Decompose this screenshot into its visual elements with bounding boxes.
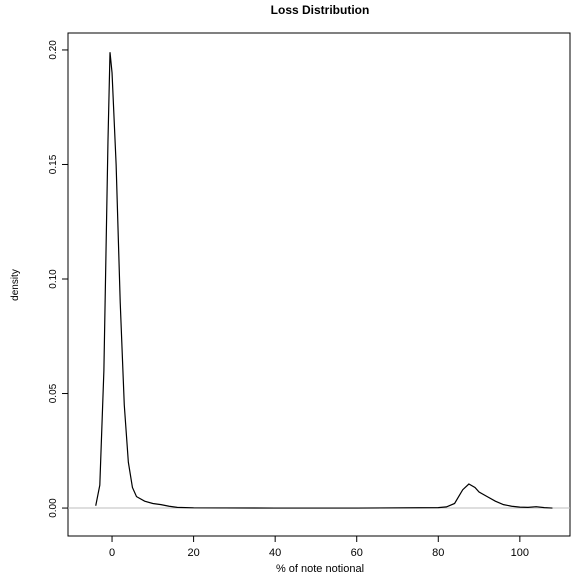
x-axis-label: % of note notional — [276, 563, 364, 575]
x-tick-label: 40 — [269, 547, 281, 559]
y-tick-label: 0.15 — [48, 154, 59, 174]
x-tick-label: 80 — [432, 547, 444, 559]
x-tick-label: 60 — [351, 547, 363, 559]
x-tick-label: 0 — [109, 547, 115, 559]
y-tick-label: 0.10 — [48, 269, 59, 289]
y-tick-label: 0.05 — [48, 383, 59, 403]
y-axis-label: density — [10, 269, 21, 301]
y-tick-label: 0.00 — [48, 498, 59, 518]
x-tick-label: 20 — [187, 547, 199, 559]
chart-title: Loss Distribution — [271, 3, 370, 17]
x-tick-label: 100 — [511, 547, 529, 559]
density-line — [95, 52, 553, 509]
y-tick-label: 0.20 — [48, 40, 59, 60]
plot-frame — [67, 32, 571, 537]
